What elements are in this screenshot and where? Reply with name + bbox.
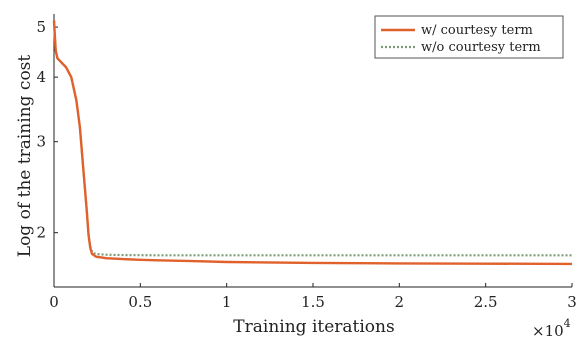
legend: w/ courtesy term w/o courtesy term [374, 15, 564, 59]
y-tick-label: 3 [36, 133, 46, 151]
x-multiplier-label: ×104 [532, 317, 571, 340]
y-tick-label: 5 [36, 18, 46, 36]
legend-label: w/o courtesy term [421, 40, 541, 55]
x-tick-label: 1.5 [301, 293, 325, 311]
y-tick-label: 2 [36, 224, 46, 242]
x-tick-label: 3 [567, 293, 577, 311]
x-tick-label: 1 [222, 293, 232, 311]
x-multiplier-exponent: 4 [564, 317, 571, 330]
legend-label: w/ courtesy term [421, 23, 533, 38]
axes: 0 0.5 1 1.5 2 2.5 3 2 3 4 5 [36, 14, 577, 311]
x-tick-label: 0.5 [128, 293, 152, 311]
x-axis-title: Training iterations [233, 317, 394, 337]
y-tick-label: 4 [36, 68, 46, 86]
x-tick-label: 2 [395, 293, 405, 311]
series-layer [52, 20, 573, 266]
x-tick-label: 0 [49, 293, 59, 311]
x-tick-label: 2.5 [474, 293, 498, 311]
series-line-w-courtesy-term [52, 20, 573, 266]
y-axis-title: Log of the training cost [15, 55, 35, 258]
legend-box [374, 15, 564, 59]
x-multiplier-base: ×10 [532, 322, 564, 340]
